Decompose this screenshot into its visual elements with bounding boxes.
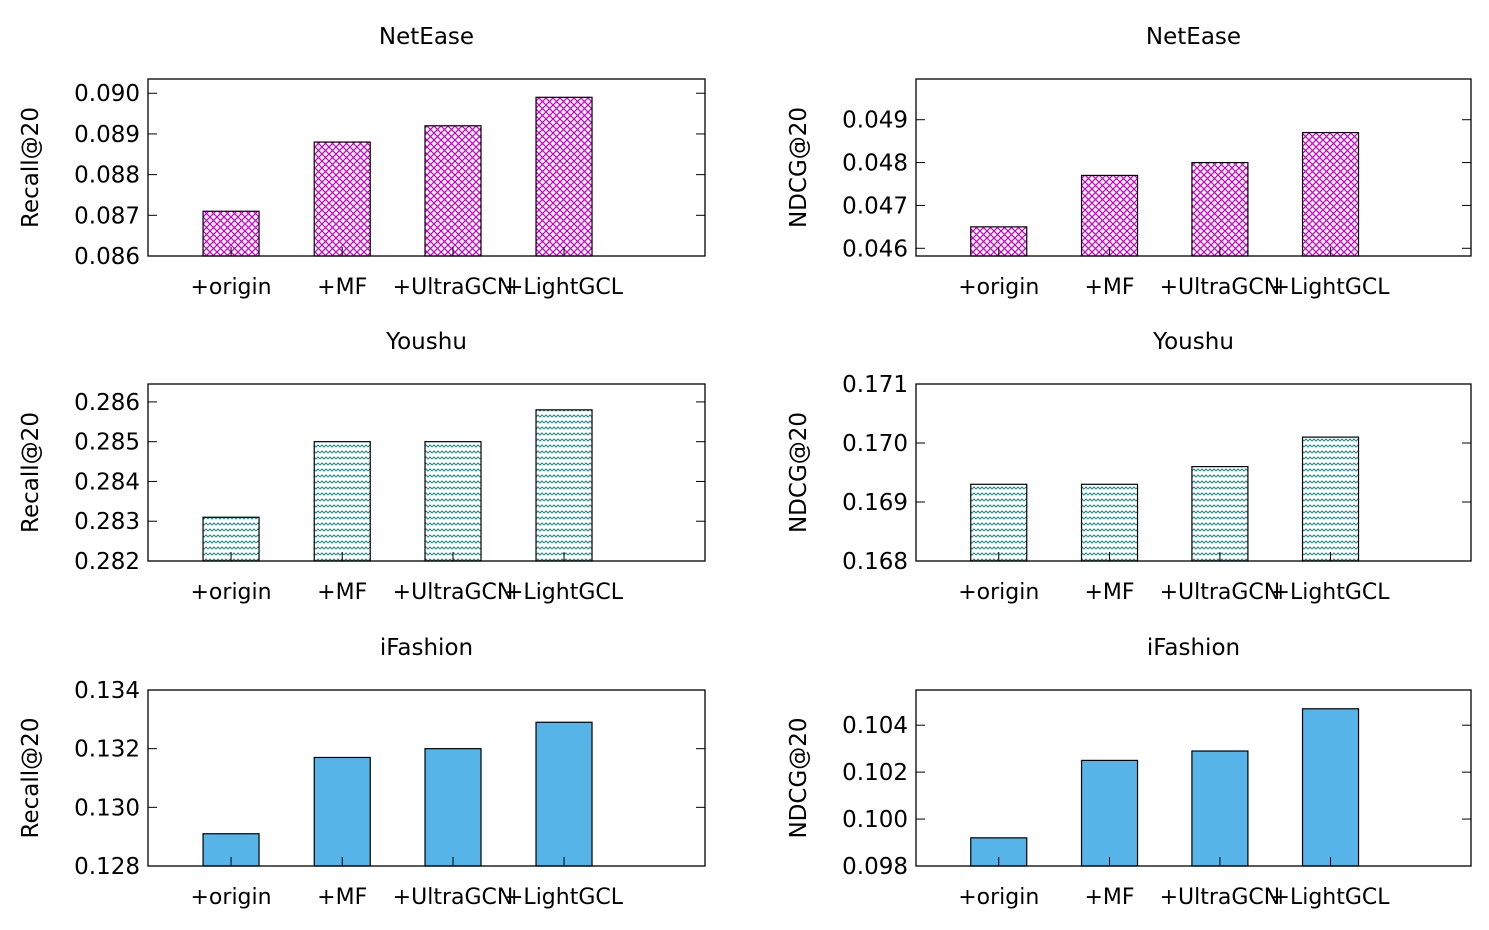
y-tick-label: 0.134 — [74, 678, 140, 704]
plot-frame — [147, 689, 706, 867]
x-tick-label: +origin — [958, 885, 1039, 910]
chart-panel-2: NetEase NDCG@20 0.046 0.047 0.048 0.049 +origi… — [786, 24, 1472, 300]
x-tick-label: +LightGCL — [505, 580, 624, 605]
bar — [424, 441, 482, 562]
y-axis-label: Recall@20 — [18, 107, 44, 228]
plot-frame — [147, 383, 706, 562]
y-tick-label: 0.132 — [74, 737, 140, 763]
bar — [1080, 174, 1139, 257]
chart-title: iFashion — [1147, 635, 1240, 661]
chart-title: Youshu — [385, 329, 467, 355]
x-tick-label: +MF — [1084, 885, 1134, 910]
bar — [1080, 759, 1139, 867]
x-tick-label: +MF — [1084, 275, 1134, 300]
x-tick-label: +UltraGCN — [393, 885, 514, 910]
plot-frame — [915, 383, 1472, 562]
bar — [1301, 436, 1360, 562]
y-tick-label: 0.171 — [842, 372, 908, 398]
chart-panel-3: Youshu Recall@20 0.282 0.283 0.284 0.285 0.286… — [18, 329, 706, 605]
y-axis-label: Recall@20 — [18, 718, 44, 839]
chart-title: iFashion — [380, 635, 473, 661]
y-tick-label: 0.086 — [74, 244, 140, 270]
bar — [1301, 708, 1360, 867]
x-tick-label: +LightGCL — [505, 275, 624, 300]
bar — [313, 756, 371, 867]
bar — [970, 483, 1028, 562]
y-tick-label: 0.087 — [74, 203, 140, 229]
x-tick-label: +origin — [191, 275, 272, 300]
y-axis-label: Recall@20 — [18, 412, 44, 533]
y-tick-label: 0.283 — [74, 509, 140, 535]
y-tick-label: 0.170 — [842, 431, 908, 457]
bar — [1191, 466, 1249, 562]
y-tick-label: 0.128 — [74, 854, 140, 880]
y-tick-label: 0.100 — [842, 807, 908, 833]
x-tick-label: +UltraGCN — [393, 275, 514, 300]
x-tick-label: +origin — [958, 275, 1039, 300]
x-tick-label: +MF — [317, 580, 367, 605]
y-tick-label: 0.168 — [842, 549, 908, 575]
plot-frame — [915, 689, 1472, 867]
y-axis-label: NDCG@20 — [786, 412, 812, 533]
bar — [424, 748, 482, 867]
y-tick-label: 0.098 — [842, 854, 908, 880]
y-tick-label: 0.102 — [842, 760, 908, 786]
y-tick-label: 0.282 — [74, 549, 140, 575]
x-tick-label: +UltraGCN — [393, 580, 514, 605]
x-tick-label: +origin — [958, 580, 1039, 605]
chart-panel-1: NetEase Recall@20 0.086 0.087 0.088 0.089 0.09… — [18, 24, 706, 300]
x-tick-label: +UltraGCN — [1160, 275, 1281, 300]
y-tick-label: 0.046 — [842, 236, 908, 262]
x-tick-label: +LightGCL — [1272, 885, 1391, 910]
x-tick-label: +MF — [1084, 580, 1134, 605]
y-tick-label: 0.090 — [74, 81, 140, 107]
y-tick-label: 0.286 — [74, 390, 140, 416]
chart-panel-6: iFashion NDCG@20 0.098 0.100 0.102 0.104 +orig… — [786, 635, 1472, 910]
bar — [535, 96, 593, 257]
y-axis-label: NDCG@20 — [786, 717, 812, 838]
x-tick-label: +origin — [191, 580, 272, 605]
y-tick-label: 0.089 — [74, 122, 140, 148]
x-tick-label: +MF — [317, 275, 367, 300]
y-tick-label: 0.130 — [74, 795, 140, 821]
y-tick-label: 0.284 — [74, 469, 140, 495]
y-tick-label: 0.048 — [842, 151, 908, 177]
y-axis-label: NDCG@20 — [786, 107, 812, 228]
x-tick-label: +MF — [317, 885, 367, 910]
plot-frame — [915, 78, 1472, 257]
y-tick-label: 0.088 — [74, 163, 140, 189]
x-tick-label: +UltraGCN — [1160, 580, 1281, 605]
x-tick-label: +UltraGCN — [1160, 885, 1281, 910]
bar — [313, 441, 371, 562]
bar — [313, 141, 371, 257]
bar — [1191, 750, 1249, 867]
y-tick-label: 0.104 — [842, 713, 908, 739]
bar — [424, 125, 482, 257]
chart-title: NetEase — [1146, 24, 1241, 50]
chart-title: Youshu — [1152, 329, 1234, 355]
x-tick-label: +LightGCL — [505, 885, 624, 910]
y-tick-label: 0.169 — [842, 490, 908, 516]
bar — [535, 721, 593, 867]
chart-panel-5: iFashion Recall@20 0.128 0.130 0.132 0.134 +or… — [18, 635, 706, 910]
bar — [1191, 161, 1249, 257]
bar — [1080, 483, 1139, 562]
x-tick-label: +origin — [191, 885, 272, 910]
chart-panel-4: Youshu NDCG@20 0.168 0.169 0.170 0.171 +origin… — [786, 329, 1472, 605]
y-tick-label: 0.049 — [842, 108, 908, 134]
y-tick-label: 0.285 — [74, 430, 140, 456]
chart-title: NetEase — [379, 24, 474, 50]
bar — [535, 409, 593, 562]
x-tick-label: +LightGCL — [1272, 580, 1391, 605]
bar — [1301, 131, 1360, 257]
plot-frame — [147, 78, 706, 257]
y-tick-label: 0.047 — [842, 193, 908, 219]
x-tick-label: +LightGCL — [1272, 275, 1391, 300]
